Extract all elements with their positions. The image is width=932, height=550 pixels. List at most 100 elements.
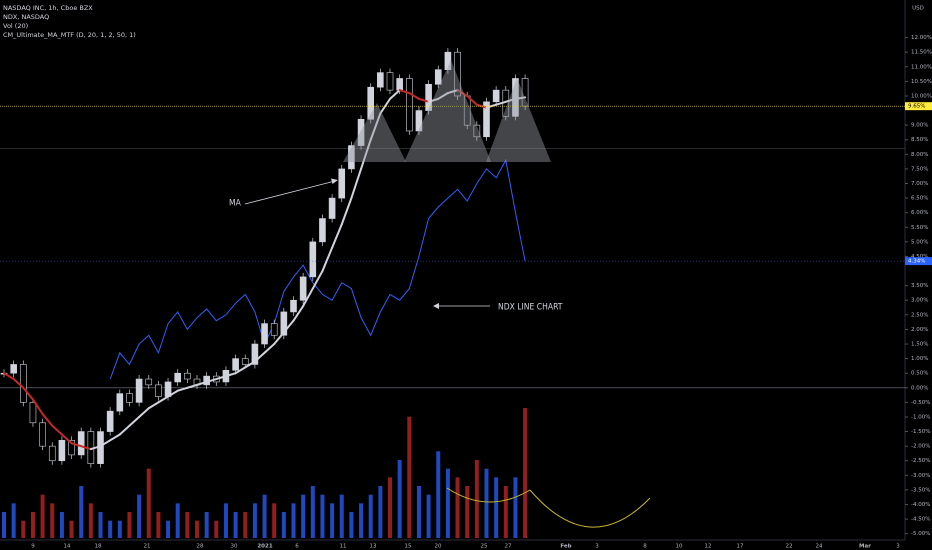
volume-bar [272,503,277,538]
y-tick-label: 5.00% [911,239,928,245]
volume-bar [503,486,508,538]
ma-line [282,319,295,334]
candle-body [261,323,268,345]
candle-body [116,393,124,412]
volume-bar [339,494,344,538]
ma-line [186,383,198,389]
volume-bar [368,494,373,538]
last-value-tag [905,257,932,266]
ma-line [234,366,247,375]
y-tick-label: 2.00% [911,327,928,333]
y-tick-label: -3.50% [911,487,930,493]
volume-bar [11,503,16,538]
arrow-head [433,303,439,309]
x-tick-label: 9 [31,544,35,550]
pattern-left-shoulder [343,103,406,162]
candle-body [48,445,56,462]
y-tick-label: 3.50% [911,283,928,289]
candle-body [483,101,490,138]
candle-body [77,431,85,456]
ma-line [147,401,160,410]
y-tick-label: 0.50% [911,371,928,377]
y-tick-label: 1.50% [911,342,928,348]
volume-bar [513,477,518,538]
projection-curve [529,489,651,528]
volume-bar [166,520,171,538]
ma-line [350,167,363,200]
candle-body [251,343,259,365]
ma-line [408,92,420,100]
volume-bar [523,408,528,538]
ma-line [70,442,83,448]
last-value-label: 4.34% [908,259,925,265]
volume-bar [436,451,441,538]
candle-body [328,197,336,219]
ma-line [3,372,15,381]
ma-line [466,94,478,106]
candle-body [29,402,37,424]
x-tick-label: 21 [144,544,151,550]
volume-bar [30,512,35,538]
volume-bar [98,512,103,538]
candle-body [10,364,17,374]
volume-bar [407,416,412,538]
y-tick-label: -2.50% [911,458,930,464]
ma-line [109,433,121,442]
annotation: NDX LINE CHART [498,303,563,313]
ma-line [495,100,507,106]
candle-body [39,422,46,447]
x-tick-label: 30 [231,544,238,550]
candle-body [367,86,375,120]
ma-line [369,112,382,141]
y-tick-label: 12.00% [911,35,932,41]
y-tick-label: 1.00% [911,356,928,362]
y-tick-label: 3.00% [911,298,928,304]
pattern-head [404,60,491,162]
candle-body [348,145,355,170]
ma-line [389,89,401,100]
projection-curve [446,487,531,503]
volume-bar [79,486,84,538]
x-tick-label: 28 [197,544,204,550]
y-tick-label: -4.50% [911,517,930,523]
legend-entry: NDX, NASDAQ [3,13,49,21]
ma-line [321,246,334,273]
ma-line [360,138,372,170]
volume-bar [397,460,402,538]
y-tick-label: 7.50% [911,166,928,172]
ma-line [331,223,343,249]
ma-line [224,372,237,378]
candle-body [405,78,413,132]
candle-body [106,410,114,432]
ma-line [446,89,459,95]
legend-entry: NASDAQ INC, 1h, Cboe BZX [3,4,93,12]
volume-bar [21,520,26,538]
ma-line [205,378,218,383]
y-tick-label: 4.50% [911,254,928,260]
ma-line [128,415,141,427]
x-tick-label: 11 [340,544,347,550]
y-tick-label: -0.50% [911,400,930,406]
candle-body [135,378,143,403]
candle-body [425,83,432,111]
candle-body [377,72,384,88]
ma-line [427,97,440,103]
volume-bar [378,486,383,538]
volume-bar [281,512,286,538]
y-tick-label: 8.00% [911,152,928,158]
ma-line [273,331,285,346]
candle-body [241,358,249,365]
candle-body [155,384,162,397]
candle-body [145,378,153,386]
last-value-label: 9.65% [908,104,925,110]
y-tick-label: -5.00% [911,531,930,537]
y-tick-label: 8.50% [911,137,928,143]
ma-line [12,378,25,389]
volume-bar [108,520,113,538]
volume-bar [474,460,479,538]
ma-line [379,97,391,115]
ma-line [417,97,430,103]
ma-line [475,103,488,109]
y-tick-label: 2.50% [911,312,928,318]
